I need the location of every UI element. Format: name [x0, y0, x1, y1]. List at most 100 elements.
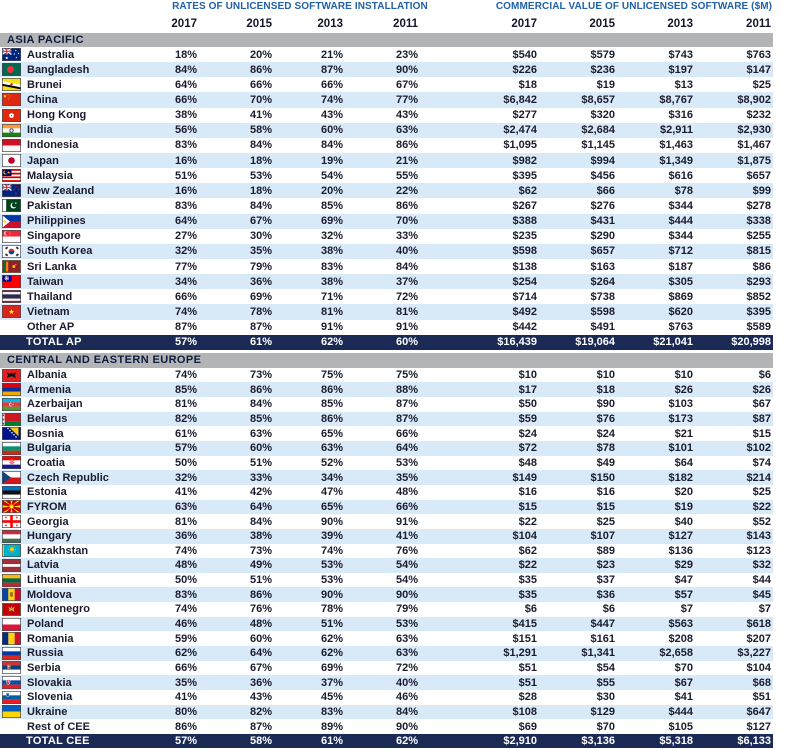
rates-group-title: RATES OF UNLICENSED SOFTWARE INSTALLATIO… [172, 1, 428, 12]
table-row: Romania 59% 60% 62% 63% $151 $161 $208 $207 [0, 631, 773, 646]
rate-cell: 84% [249, 139, 272, 152]
rate-cell: 38% [274, 243, 345, 259]
rate-cell: 37% [274, 675, 345, 690]
table-row: Rest of CEE 86% 87% 89% 90% $69 $70 $105 $127 [0, 719, 773, 734]
rate-cell: 42% [249, 486, 272, 499]
hungary-flag-icon [2, 529, 21, 543]
rate-cell: 55% [395, 169, 418, 182]
value-cell: $277 [512, 109, 537, 122]
rate-cell: 20% [249, 48, 272, 61]
table-row: Brunei 64% 66% 66% 67% $18 $19 $13 $25 [0, 77, 773, 92]
value-cell: $255 [746, 230, 771, 243]
value-cell: $395 [512, 169, 537, 182]
table-row: Taiwan 34% 36% 38% 37% $254 $264 $305 $293 [0, 274, 773, 290]
value-cell: $19 [596, 78, 615, 91]
value-cell: $10 [596, 369, 615, 382]
value-cell: $492 [420, 304, 539, 320]
value-cell: $618 [695, 616, 773, 632]
rate-cell: 83% [158, 587, 199, 603]
value-cell: $51 [518, 661, 537, 674]
value-cell: $67 [617, 675, 695, 690]
table-row: Poland 46% 48% 51% 53% $415 $447 $563 $618 [0, 616, 773, 632]
country-cell: Czech Republic [0, 470, 158, 485]
total-rate-cell: 62% [345, 733, 420, 749]
table-row: Vietnam 74% 78% 81% 81% $492 $598 $620 $395 [0, 304, 773, 320]
rate-cell: 66% [174, 661, 197, 674]
rate-cell: 54% [345, 558, 420, 573]
value-cell: $173 [617, 411, 695, 427]
rate-cell: 56% [158, 122, 199, 138]
newzealand-flag-icon [2, 184, 21, 198]
value-cell: $149 [420, 470, 539, 485]
rate-cell: 54% [320, 169, 343, 182]
value-cell: $182 [617, 470, 695, 485]
rate-cell: 79% [249, 260, 272, 273]
value-cell: $207 [746, 632, 771, 645]
rate-cell: 83% [274, 704, 345, 720]
rate-cell: 65% [274, 499, 345, 515]
rate-cell: 57% [158, 441, 199, 456]
value-cell: $290 [590, 230, 615, 243]
value-cell: $7 [680, 603, 693, 616]
rate-cell: 84% [395, 260, 418, 273]
rate-cell: 33% [395, 230, 418, 243]
country-name: Philippines [27, 215, 86, 228]
rate-cell: 87% [395, 398, 418, 411]
rate-cell: 72% [395, 661, 418, 674]
rate-cell: 62% [320, 632, 343, 645]
rate-cell: 74% [174, 544, 197, 557]
value-cell: $15 [752, 427, 771, 440]
value-cell: $563 [617, 616, 695, 632]
value-cell: $1,341 [539, 645, 617, 661]
rate-cell: 90% [345, 62, 420, 78]
value-cell: $7 [758, 603, 771, 616]
years-header-row: 2017 2015 2013 2011 2017 2015 2013 2011 [0, 15, 773, 33]
value-cell: $37 [596, 574, 615, 587]
rate-cell: 90% [345, 587, 420, 603]
table-row: Croatia 50% 51% 52% 53% $48 $49 $64 $74 [0, 456, 773, 471]
rate-cell: 86% [395, 139, 418, 152]
value-cell: $305 [617, 274, 695, 290]
table-row: Ukraine 80% 82% 83% 84% $108 $129 $444 $647 [0, 704, 773, 720]
table-row: Estonia 41% 42% 47% 48% $16 $16 $20 $25 [0, 485, 773, 500]
value-cell: $99 [695, 183, 773, 199]
rate-cell: 63% [345, 645, 420, 661]
rate-cell: 60% [199, 441, 274, 456]
country-name: Rest of CEE [27, 720, 90, 733]
country-name: Kazakhstan [27, 544, 89, 557]
rate-cell: 35% [158, 675, 199, 690]
australia-flag-icon [2, 48, 21, 62]
rate-cell: 67% [395, 78, 418, 91]
value-cell: $66 [539, 183, 617, 199]
rate-cell: 66% [395, 427, 418, 440]
rate-cell: 32% [158, 470, 199, 485]
value-cell: $24 [518, 427, 537, 440]
total-value-cell: $21,041 [617, 334, 695, 352]
rate-cell: 64% [199, 499, 274, 515]
year-header: 2017 [511, 18, 537, 30]
value-cell: $138 [512, 260, 537, 273]
rate-cell: 73% [249, 369, 272, 382]
value-cell: $431 [539, 213, 617, 229]
value-cell: $16 [518, 486, 537, 499]
value-cell: $108 [420, 704, 539, 720]
rate-cell: 64% [174, 78, 197, 91]
country-cell: Indonesia [0, 138, 158, 153]
slovakia-flag-icon [2, 676, 21, 690]
rate-cell: 85% [158, 382, 199, 398]
country-name: FYROM [27, 500, 67, 513]
table-row: Belarus 82% 85% 86% 87% $59 $76 $173 $87 [0, 411, 773, 427]
value-cell: $276 [590, 199, 615, 212]
value-cell: $67 [752, 398, 771, 411]
country-name: Croatia [27, 456, 65, 469]
value-cell: $20 [674, 486, 693, 499]
corner-spacer [0, 15, 158, 33]
total-value-cell: $19,064 [539, 334, 617, 352]
table-row: Moldova 83% 86% 90% 90% $35 $36 $57 $45 [0, 587, 773, 603]
value-cell: $25 [752, 486, 771, 499]
country-name: Slovenia [27, 691, 73, 704]
rate-cell: 60% [274, 122, 345, 138]
rate-cell: 21% [345, 152, 420, 169]
rate-cell: 63% [158, 499, 199, 515]
rate-cell: 85% [199, 411, 274, 427]
